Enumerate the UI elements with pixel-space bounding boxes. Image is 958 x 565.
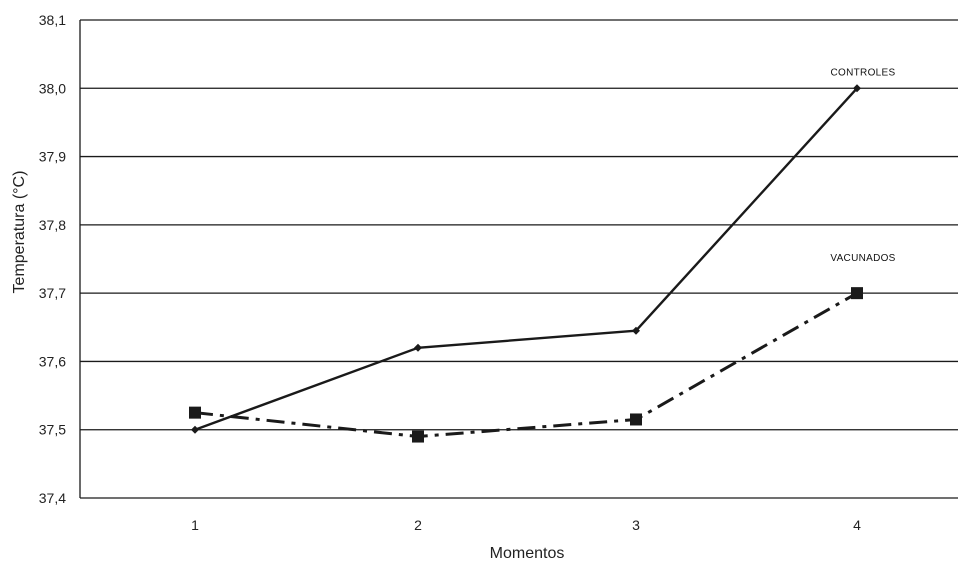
y-tick-label: 38,0: [39, 80, 66, 96]
y-tick-label: 37,5: [39, 422, 66, 438]
data-point-diamond: [191, 425, 199, 434]
gridlines: [79, 19, 958, 499]
x-tick-labels: 1 2 3 4: [191, 517, 861, 533]
data-point-square: [412, 430, 424, 443]
series-line: [194, 291, 858, 439]
data-point-diamond: [632, 326, 640, 335]
x-axis-title: Momentos: [490, 545, 565, 562]
x-tick-label: 2: [414, 517, 422, 533]
y-tick-label: 37,7: [39, 285, 66, 301]
x-tick-label: 4: [853, 517, 861, 533]
y-tick-label: 37,6: [39, 353, 66, 369]
y-tick-label: 37,9: [39, 149, 66, 165]
series-label: VACUNADOS: [830, 253, 895, 264]
data-point-square: [630, 413, 642, 426]
y-axis-title: Temperatura (°C): [11, 171, 28, 294]
series-lines: [194, 87, 858, 439]
data-point-diamond: [853, 84, 861, 93]
y-tick-label: 37,8: [39, 217, 66, 233]
y-tick-label: 38,1: [39, 12, 66, 28]
data-point-square: [851, 287, 863, 300]
y-tick-labels: 37,4 37,5 37,6 37,7 37,8 37,9 38,0 38,1: [39, 12, 66, 506]
data-point-square: [189, 406, 201, 419]
x-tick-label: 1: [191, 517, 199, 533]
series-labels: CONTROLES VACUNADOS: [830, 67, 895, 264]
series-markers: [189, 84, 863, 443]
series-label: CONTROLES: [831, 67, 896, 78]
data-point-diamond: [414, 343, 422, 352]
x-tick-label: 3: [632, 517, 640, 533]
series-line: [194, 87, 858, 431]
y-tick-label: 37,4: [39, 490, 66, 506]
